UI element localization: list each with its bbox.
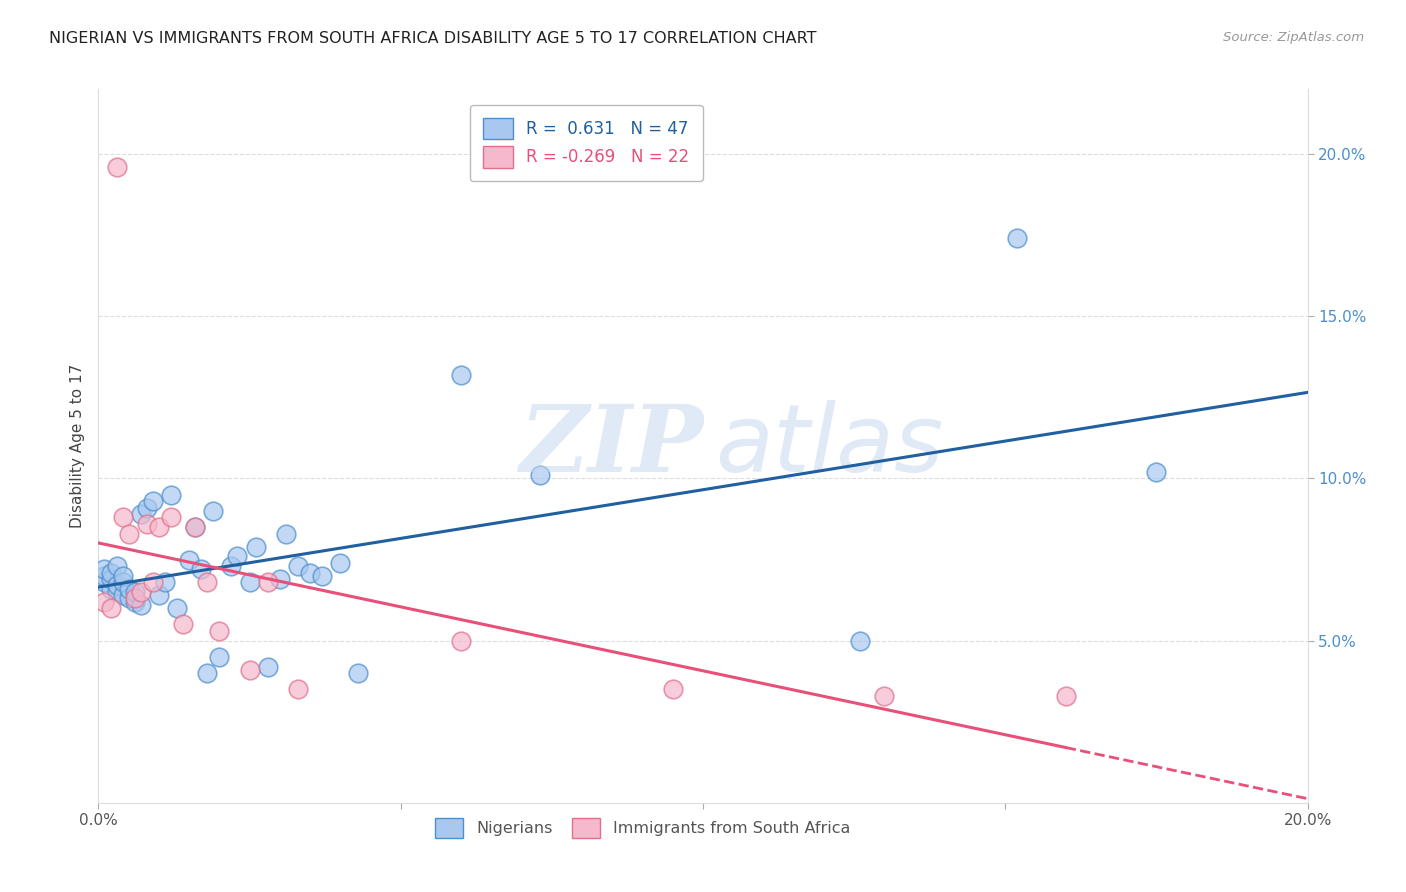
Point (160, 488, 183, 502)
Text: atlas: atlas (716, 401, 943, 491)
Point (529, 468, 551, 483)
Point (208, 649, 231, 664)
Point (118, 582, 141, 596)
Point (93, 575, 115, 590)
Point (105, 585, 128, 599)
Text: Source: ZipAtlas.com: Source: ZipAtlas.com (1223, 31, 1364, 45)
Point (93, 595, 115, 609)
Point (1054, 689, 1077, 703)
Text: NIGERIAN VS IMMIGRANTS FROM SOUTH AFRICA DISABILITY AGE 5 TO 17 CORRELATION CHAR: NIGERIAN VS IMMIGRANTS FROM SOUTH AFRICA… (49, 31, 817, 46)
Point (142, 575, 165, 590)
Point (190, 562, 212, 576)
Point (311, 568, 333, 582)
Point (100, 601, 122, 615)
Point (100, 572, 122, 586)
Point (172, 617, 194, 632)
Point (245, 540, 267, 554)
Point (239, 663, 262, 677)
Point (124, 585, 146, 599)
Point (166, 601, 188, 615)
Point (195, 666, 218, 681)
Point (111, 575, 134, 590)
Point (195, 575, 218, 590)
Point (287, 559, 309, 574)
Point (347, 666, 370, 681)
Point (269, 572, 291, 586)
Point (129, 598, 152, 612)
Text: ZIP: ZIP (519, 401, 703, 491)
Point (221, 559, 243, 574)
Point (873, 689, 896, 703)
Point (135, 516, 157, 531)
Point (148, 588, 170, 602)
Legend: Nigerians, Immigrants from South Africa: Nigerians, Immigrants from South Africa (429, 812, 856, 845)
Point (93, 568, 115, 582)
Point (142, 494, 165, 508)
Point (93, 562, 115, 576)
Point (849, 633, 872, 648)
Point (129, 585, 152, 599)
Point (124, 595, 146, 609)
Point (100, 582, 122, 596)
Point (179, 552, 201, 566)
Point (135, 500, 157, 515)
Point (105, 160, 128, 174)
Point (184, 520, 207, 534)
Point (111, 568, 134, 582)
Point (111, 510, 134, 524)
Point (299, 566, 322, 580)
Point (111, 588, 134, 602)
Point (1007, 231, 1029, 245)
Point (184, 520, 207, 534)
Point (160, 510, 183, 524)
Point (153, 575, 176, 590)
Point (287, 682, 309, 697)
Point (208, 624, 231, 638)
Point (105, 578, 128, 592)
Y-axis label: Disability Age 5 to 17: Disability Age 5 to 17 (69, 364, 84, 528)
Point (1144, 465, 1167, 479)
Point (256, 575, 278, 590)
Point (450, 368, 472, 382)
Point (202, 504, 225, 518)
Point (239, 575, 262, 590)
Point (124, 591, 146, 606)
Point (148, 520, 170, 534)
Point (329, 556, 352, 570)
Point (118, 591, 141, 606)
Point (118, 526, 141, 541)
Point (129, 507, 152, 521)
Point (274, 526, 297, 541)
Point (100, 566, 122, 580)
Point (661, 682, 683, 697)
Point (226, 549, 249, 564)
Point (256, 659, 278, 673)
Point (450, 633, 472, 648)
Point (105, 559, 128, 574)
